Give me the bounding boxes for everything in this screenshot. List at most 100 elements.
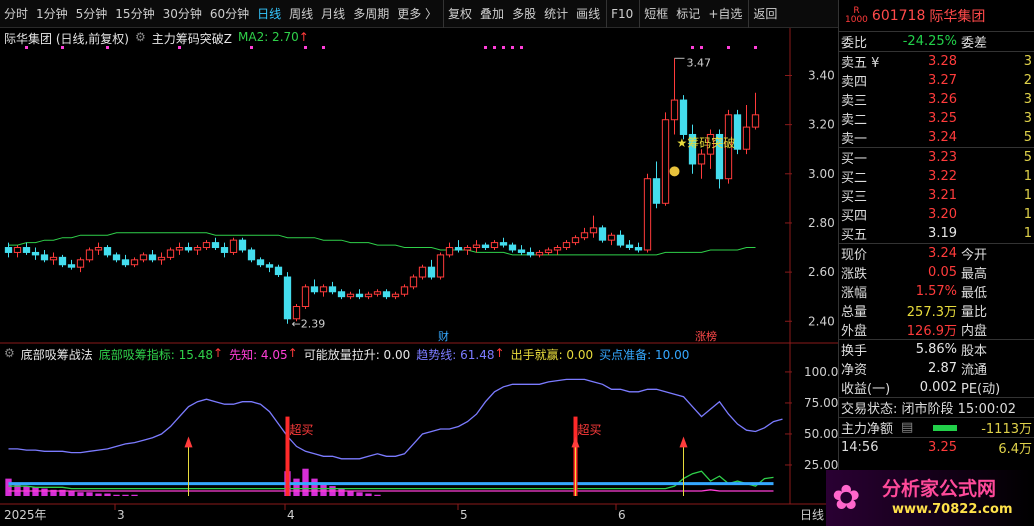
- toolbar-item-0[interactable]: 分时: [4, 6, 29, 21]
- list-icon[interactable]: ▤: [901, 420, 914, 435]
- r-badge-icon: R 1000: [845, 5, 868, 25]
- indicator-header: ⚙ 底部吸筹战法 底部吸筹指标: 15.48 ↑ 先知: 4.05 ↑ 可能放量拉升: …: [4, 346, 689, 362]
- ind-magenta-bar: [356, 492, 363, 496]
- toolbar-item-3[interactable]: 15分钟: [115, 6, 155, 21]
- candle-body: [436, 254, 445, 278]
- toolbar-item-7[interactable]: 周线: [289, 6, 314, 21]
- candle-body: [391, 293, 400, 298]
- ask-row: 卖一 3.24 5: [839, 128, 1034, 147]
- signal-dot: [61, 46, 64, 49]
- candle-body: [652, 178, 661, 204]
- candle-body: [409, 276, 418, 288]
- stat-row: 收益(一) 0.002 PE(动): [839, 378, 1034, 397]
- signal-dot: [691, 46, 694, 49]
- candle-body: [337, 291, 346, 298]
- stat-label: 收益(一): [841, 382, 891, 397]
- quote-label2: 量比: [961, 305, 988, 320]
- bid-vol: 5: [1023, 150, 1032, 165]
- tick-price: 3.25: [928, 440, 957, 455]
- quote-value: 3.24: [928, 246, 957, 261]
- candle-body: [22, 247, 31, 253]
- toolbar-item-16[interactable]: F10: [606, 0, 637, 28]
- bid-price: 3.21: [928, 188, 957, 203]
- toolbar-item-10[interactable]: 更多 〉: [397, 6, 438, 21]
- ind-series-0: [8, 378, 783, 460]
- signal-dot: [250, 46, 253, 49]
- breakout-label: ★筹码突破: [677, 135, 736, 150]
- toolbar-item-12[interactable]: 叠加: [480, 6, 505, 21]
- candle-body: [130, 259, 139, 266]
- signal-dot: [106, 46, 109, 49]
- bid-row: 买三 3.21 1: [839, 186, 1034, 205]
- candle-body: [13, 247, 22, 253]
- low-label: ←2.39: [292, 318, 326, 331]
- candle-body: [535, 251, 544, 256]
- stat-label: 换手: [841, 344, 868, 359]
- ind-magenta-bar: [95, 493, 102, 496]
- toolbar-item-2[interactable]: 5分钟: [75, 6, 108, 21]
- candle-body: [463, 247, 472, 251]
- gear-icon[interactable]: ⚙: [4, 346, 15, 360]
- quote-value: 1.57%: [915, 284, 957, 299]
- toolbar-item-13[interactable]: 多股: [512, 6, 537, 21]
- ma2-label: MA2: 2.70: [238, 30, 299, 44]
- ind-series-2: [8, 489, 774, 492]
- candle-body: [643, 178, 652, 251]
- quote-label: 涨跌: [841, 267, 868, 282]
- xaxis-label: 4: [287, 508, 295, 522]
- candle-body: [544, 249, 553, 253]
- chaomai-signal-bar: [285, 416, 290, 496]
- stat-label2: 流通: [961, 363, 988, 378]
- candle-body: [67, 264, 76, 268]
- quote-row: 涨幅 1.57% 最低: [839, 282, 1034, 301]
- quote-header: R 1000 601718 际华集团: [839, 0, 1034, 32]
- toolbar-item-20[interactable]: 返回: [748, 0, 781, 28]
- toolbar-item-17[interactable]: 短框: [639, 0, 672, 28]
- stat-value: 2.87: [928, 361, 957, 376]
- candle-body: [157, 256, 166, 261]
- toolbar-item-5[interactable]: 60分钟: [209, 6, 250, 21]
- candle-body: [589, 227, 598, 234]
- toolbar-item-9[interactable]: 多周期: [353, 6, 390, 21]
- stat-row: 净资 2.87 流通: [839, 359, 1034, 378]
- logo-url: www.70822.com: [892, 502, 1013, 517]
- last-tick-row: 14:56 3.25 6.4万: [839, 438, 1034, 457]
- chaomai-label: 超买: [290, 422, 314, 437]
- quote-label: 涨幅: [841, 286, 868, 301]
- signal-dot: [511, 46, 514, 49]
- toolbar-item-18[interactable]: 标记: [676, 6, 701, 21]
- candle-body: [184, 247, 193, 251]
- signal-dot: [322, 46, 325, 49]
- ask-price: 3.25: [928, 111, 957, 126]
- bid-price: 3.20: [928, 207, 957, 222]
- toolbar-item-1[interactable]: 1分钟: [36, 6, 68, 21]
- toolbar-item-19[interactable]: +自选: [708, 6, 743, 21]
- toolbar-item-15[interactable]: 画线: [576, 6, 601, 21]
- toolbar-item-14[interactable]: 统计: [544, 6, 569, 21]
- toolbar-item-8[interactable]: 月线: [321, 6, 346, 21]
- ind-magenta-bar: [86, 492, 93, 496]
- candle-body: [751, 114, 760, 128]
- toolbar-item-4[interactable]: 30分钟: [162, 6, 202, 21]
- ask-row: 卖三 3.26 3: [839, 90, 1034, 109]
- quote-label2: 内盘: [961, 324, 988, 339]
- toolbar-item-6[interactable]: 日线: [257, 6, 282, 21]
- signal-dot: [520, 46, 523, 49]
- toolbar-item-11[interactable]: 复权: [443, 0, 476, 28]
- candle-body: [49, 256, 58, 261]
- candle-body: [148, 254, 157, 261]
- candle-body: [373, 291, 382, 295]
- candle-body: [661, 119, 670, 204]
- ask-vol: 3: [1023, 92, 1032, 107]
- candle-body: [616, 234, 625, 246]
- signal-dot: [727, 46, 730, 49]
- candle-body: [202, 242, 211, 249]
- candle-body: [274, 266, 283, 276]
- gear-icon[interactable]: ⚙: [135, 30, 146, 44]
- indicator-legend-4: 出手就赢: 0.00: [510, 348, 594, 362]
- candle-body: [733, 114, 742, 150]
- zhangbang-label: 涨榜: [695, 329, 717, 343]
- ask-vol: 5: [1023, 130, 1032, 145]
- candle-body: [58, 256, 67, 266]
- candle-body: [247, 249, 256, 261]
